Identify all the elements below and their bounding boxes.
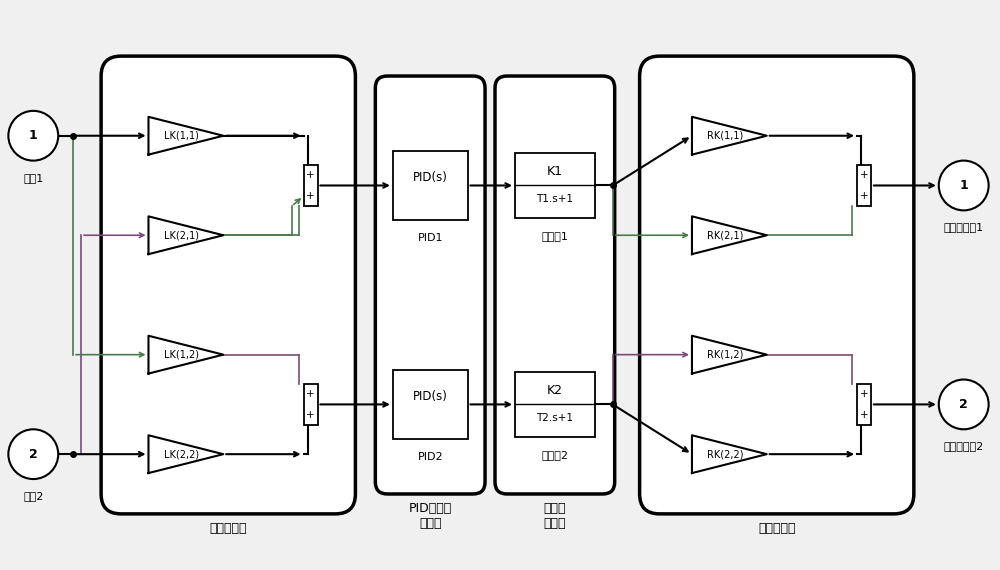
Bar [515,153,595,218]
Bar [393,150,468,221]
Text: PID(s): PID(s) [413,390,448,403]
Polygon shape [692,117,767,154]
Polygon shape [148,217,223,254]
Text: 2: 2 [29,447,38,461]
Polygon shape [692,217,767,254]
Text: RK(1,2): RK(1,2) [707,349,744,360]
Bar [857,165,871,206]
Text: +: + [306,410,315,420]
Text: T2.s+1: T2.s+1 [536,413,573,424]
Text: LK(1,1): LK(1,1) [164,131,199,141]
Text: 滤波器
对角阵: 滤波器 对角阵 [544,502,566,530]
Text: 前置常数阵: 前置常数阵 [210,522,247,535]
Text: RK(1,1): RK(1,1) [707,131,743,141]
Polygon shape [692,336,767,373]
Polygon shape [148,117,223,154]
Text: PID2: PID2 [417,452,443,462]
Text: 1: 1 [29,129,38,142]
Text: +: + [860,191,868,201]
Text: 控制器输出1: 控制器输出1 [944,222,984,233]
Circle shape [8,429,58,479]
FancyBboxPatch shape [495,76,615,494]
Circle shape [8,111,58,161]
Text: K2: K2 [547,384,563,397]
Polygon shape [692,435,767,473]
Text: PID(s): PID(s) [413,171,448,184]
Polygon shape [148,336,223,373]
Text: 控制器输出2: 控制器输出2 [944,441,984,451]
Text: LK(2,2): LK(2,2) [164,449,199,459]
Text: +: + [306,389,315,399]
Text: RK(2,2): RK(2,2) [707,449,744,459]
Text: +: + [860,170,868,180]
Bar [857,384,871,425]
Text: RK(2,1): RK(2,1) [707,230,744,240]
FancyBboxPatch shape [101,56,355,514]
Bar [515,372,595,437]
FancyBboxPatch shape [375,76,485,494]
Text: +: + [306,191,315,201]
Text: 2: 2 [959,398,968,411]
Text: 偏差1: 偏差1 [23,173,43,182]
Polygon shape [148,435,223,473]
Text: K1: K1 [547,165,563,178]
Text: PID1: PID1 [417,233,443,243]
Text: LK(1,2): LK(1,2) [164,349,199,360]
Circle shape [939,161,989,210]
Text: +: + [860,389,868,399]
Text: 滤波器1: 滤波器1 [541,231,568,241]
Text: PID控制器
对角阵: PID控制器 对角阵 [409,502,452,530]
Circle shape [939,380,989,429]
FancyBboxPatch shape [640,56,914,514]
Text: 滤波器2: 滤波器2 [541,450,568,459]
Text: 1: 1 [959,179,968,192]
Text: 后置常数阵: 后置常数阵 [758,522,795,535]
Text: 偏差2: 偏差2 [23,491,43,501]
Text: +: + [306,170,315,180]
Bar [304,165,318,206]
Text: LK(2,1): LK(2,1) [164,230,199,240]
Bar [304,384,318,425]
Text: T1.s+1: T1.s+1 [536,194,573,205]
Text: +: + [860,410,868,420]
Bar [393,369,468,439]
